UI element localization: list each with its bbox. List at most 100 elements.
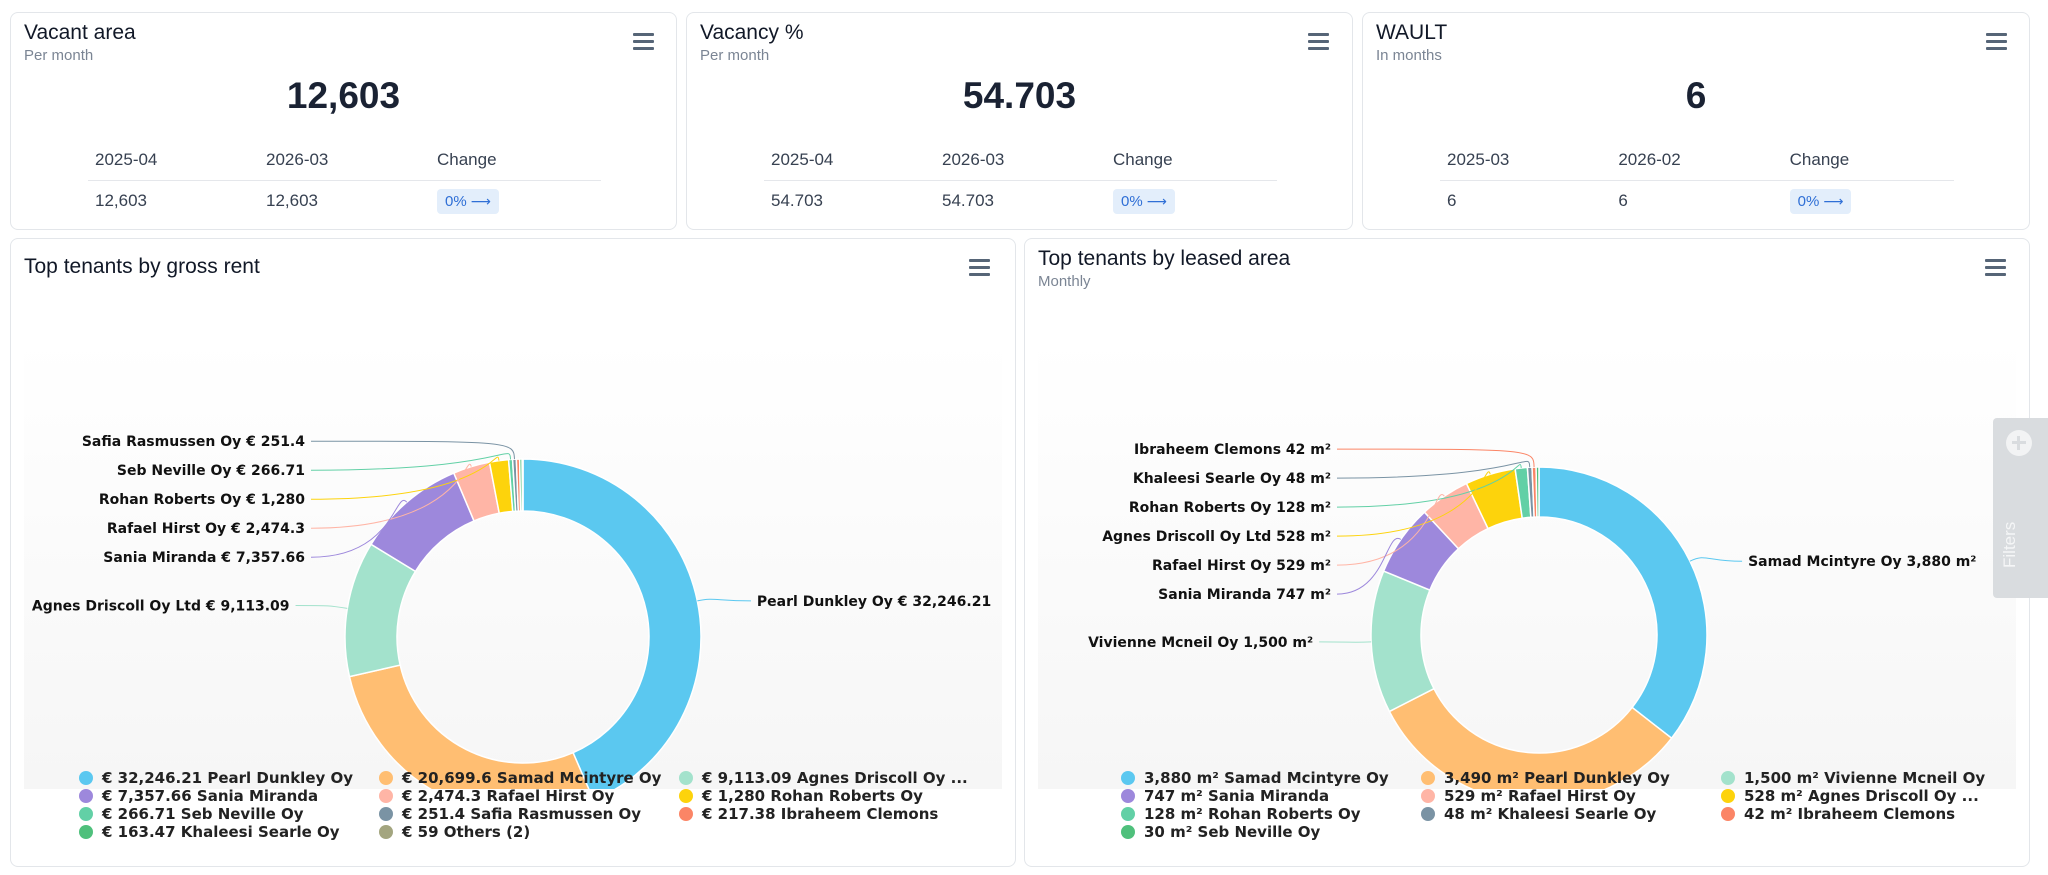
legend-item-vivienne-mcneil-oy[interactable]: 1,500 m² Vivienne Mcneil Oy (1721, 769, 1985, 787)
legend-label: € 7,357.66 Sania Miranda (102, 787, 319, 805)
data-label-safia-rasmussen-oy: Safia Rasmussen Oy € 251.4 (82, 434, 305, 450)
legend-marker (79, 789, 93, 803)
data-label-rafael-hirst-oy: Rafael Hirst Oy € 2,474.3 (107, 521, 305, 537)
legend-label: 3,490 m² Pearl Dunkley Oy (1444, 769, 1670, 787)
donut-chart-gross-rent: Pearl Dunkley Oy € 32,246.21 Safia Rasmus… (32, 434, 991, 789)
legend-item-agnes-driscoll-oy-ltd[interactable]: € 9,113.09 Agnes Driscoll Oy ... (679, 769, 968, 787)
legend-marker (1421, 771, 1435, 785)
hamburger-menu-icon[interactable] (1308, 33, 1329, 50)
data-label-connector (310, 453, 512, 471)
kpi-comparison-table: 2025-04 2026-03 Change 54.703 54.703 0% ⟶ (764, 139, 1277, 221)
legend-item-samad-mcintyre-oy[interactable]: 3,880 m² Samad Mcintyre Oy (1121, 769, 1389, 787)
chart-card-leased-area: Top tenants by leased area Monthly Samad… (1024, 238, 2030, 867)
legend-item-rohan-roberts-oy[interactable]: € 1,280 Rohan Roberts Oy (679, 787, 923, 805)
legend-label: 42 m² Ibraheem Clemons (1744, 805, 1956, 823)
donut-slice-samad-mcintyre-oy[interactable] (1538, 466, 1708, 740)
period-start-value: 12,603 (95, 191, 147, 210)
data-label-rohan-roberts-oy: Rohan Roberts Oy 128 m² (1129, 500, 1331, 516)
kpi-subtitle: Per month (24, 47, 94, 64)
legend-item-ibraheem-clemons[interactable]: 42 m² Ibraheem Clemons (1721, 805, 1955, 823)
legend-label: € 20,699.6 Samad Mcintyre Oy (402, 769, 662, 787)
donut-slice-vivienne-mcneil-oy[interactable] (1370, 570, 1435, 713)
legend-marker (1721, 807, 1735, 821)
hamburger-menu-icon[interactable] (1986, 33, 2007, 50)
kpi-title: Vacant area (24, 21, 136, 44)
legend-label: 48 m² Khaleesi Searle Oy (1444, 805, 1657, 823)
donut-slice-samad-mcintyre-oy[interactable] (348, 664, 593, 789)
period-end-value: 6 (1618, 191, 1628, 210)
donut-slice-pearl-dunkley-oy[interactable] (1388, 687, 1673, 789)
data-label-sania-miranda: Sania Miranda € 7,357.66 (103, 550, 305, 566)
kpi-value: 12,603 (286, 75, 401, 116)
legend-item-rafael-hirst-oy[interactable]: 529 m² Rafael Hirst Oy (1421, 787, 1636, 805)
filters-panel-toggle[interactable]: Filters (1993, 418, 2048, 598)
period-end-value: 12,603 (266, 191, 318, 210)
legend-label: 529 m² Rafael Hirst Oy (1444, 787, 1636, 805)
legend-marker (1121, 771, 1135, 785)
legend-item-samad-mcintyre-oy[interactable]: € 20,699.6 Samad Mcintyre Oy (379, 769, 661, 787)
data-label-connector (1336, 448, 1535, 468)
legend-marker (679, 807, 693, 821)
kpi-card-vacancy-percent: Vacancy % Per month 54.703 2025-04 2026-… (686, 12, 1353, 230)
change-badge: 0% ⟶ (1113, 188, 1175, 214)
legend-item-sania-miranda[interactable]: € 7,357.66 Sania Miranda (79, 787, 318, 805)
legend-marker (1721, 771, 1735, 785)
period-end-header: 2026-03 (942, 149, 1005, 169)
kpi-value: 6 (1685, 75, 1707, 116)
legend-item-others-2[interactable]: € 59 Others (2) (379, 823, 530, 841)
arrow-right-icon: ⟶ (1823, 192, 1844, 209)
legend-item-safia-rasmussen-oy[interactable]: € 251.4 Safia Rasmussen Oy (379, 805, 641, 823)
period-start-header: 2025-04 (771, 149, 834, 169)
kpi-comparison-table: 2025-04 2026-03 Change 12,603 12,603 0% ⟶ (88, 139, 601, 221)
donut-slice-pearl-dunkley-oy[interactable] (522, 458, 702, 789)
chart-card-gross-rent: Top tenants by gross rent Pearl Dunkley … (10, 238, 1016, 867)
legend-marker (1121, 789, 1135, 803)
period-start-header: 2025-03 (1447, 149, 1510, 169)
legend-item-agnes-driscoll-oy-ltd[interactable]: 528 m² Agnes Driscoll Oy ... (1721, 787, 1979, 805)
data-label-connector (310, 440, 515, 460)
legend-item-khaleesi-searle-oy[interactable]: € 163.47 Khaleesi Searle Oy (79, 823, 340, 841)
legend-label: € 1,280 Rohan Roberts Oy (702, 787, 923, 805)
hamburger-menu-icon[interactable] (969, 259, 990, 276)
legend-marker (1721, 789, 1735, 803)
period-end-header: 2026-03 (266, 149, 329, 169)
legend-marker (379, 807, 393, 821)
change-header: Change (437, 149, 497, 169)
legend-item-sania-miranda[interactable]: 747 m² Sania Miranda (1121, 787, 1329, 805)
data-label-agnes-driscoll-oy-ltd: Agnes Driscoll Oy Ltd € 9,113.09 (32, 598, 290, 614)
legend-label: € 266.71 Seb Neville Oy (102, 805, 304, 823)
kpi-title: Vacancy % (700, 21, 804, 44)
legend-label: € 217.38 Ibraheem Clemons (702, 805, 939, 823)
kpi-subtitle: In months (1376, 47, 1442, 64)
data-label-connector (1336, 471, 1491, 537)
legend-label: 747 m² Sania Miranda (1144, 787, 1330, 805)
legend-marker (79, 807, 93, 821)
legend-marker (679, 771, 693, 785)
period-end-value: 54.703 (942, 191, 994, 210)
donut-slice-others-2[interactable] (521, 458, 524, 512)
legend-marker (379, 789, 393, 803)
legend-item-pearl-dunkley-oy[interactable]: € 32,246.21 Pearl Dunkley Oy (79, 769, 353, 787)
period-end-header: 2026-02 (1618, 149, 1681, 169)
data-label-vivienne-mcneil-oy: Vivienne Mcneil Oy 1,500 m² (1088, 635, 1313, 651)
data-label-connector (1689, 557, 1743, 562)
legend-item-rafael-hirst-oy[interactable]: € 2,474.3 Rafael Hirst Oy (379, 787, 614, 805)
legend-item-seb-neville-oy[interactable]: 30 m² Seb Neville Oy (1121, 823, 1320, 841)
legend-item-rohan-roberts-oy[interactable]: 128 m² Rohan Roberts Oy (1121, 805, 1361, 823)
data-label-connector (1336, 464, 1522, 508)
data-label-pearl-dunkley-oy: Pearl Dunkley Oy € 32,246.21 (757, 594, 991, 610)
plus-circle-icon (2006, 430, 2032, 456)
legend-item-seb-neville-oy[interactable]: € 266.71 Seb Neville Oy (79, 805, 304, 823)
legend-label: € 163.47 Khaleesi Searle Oy (102, 823, 340, 841)
legend-item-ibraheem-clemons[interactable]: € 217.38 Ibraheem Clemons (679, 805, 938, 823)
data-label-connector (697, 598, 751, 602)
legend-item-khaleesi-searle-oy[interactable]: 48 m² Khaleesi Searle Oy (1421, 805, 1656, 823)
legend-marker (1421, 807, 1435, 821)
data-label-khaleesi-searle-oy: Khaleesi Searle Oy 48 m² (1133, 471, 1331, 487)
chart-plot-area: Samad Mcintyre Oy 3,880 m² Ibraheem Clemo… (1038, 339, 2016, 789)
legend-item-pearl-dunkley-oy[interactable]: 3,490 m² Pearl Dunkley Oy (1421, 769, 1670, 787)
hamburger-menu-icon[interactable] (1985, 259, 2006, 276)
hamburger-menu-icon[interactable] (633, 33, 654, 50)
change-badge: 0% ⟶ (437, 188, 499, 214)
donut-slice-seb-neville-oy[interactable] (1535, 466, 1540, 518)
